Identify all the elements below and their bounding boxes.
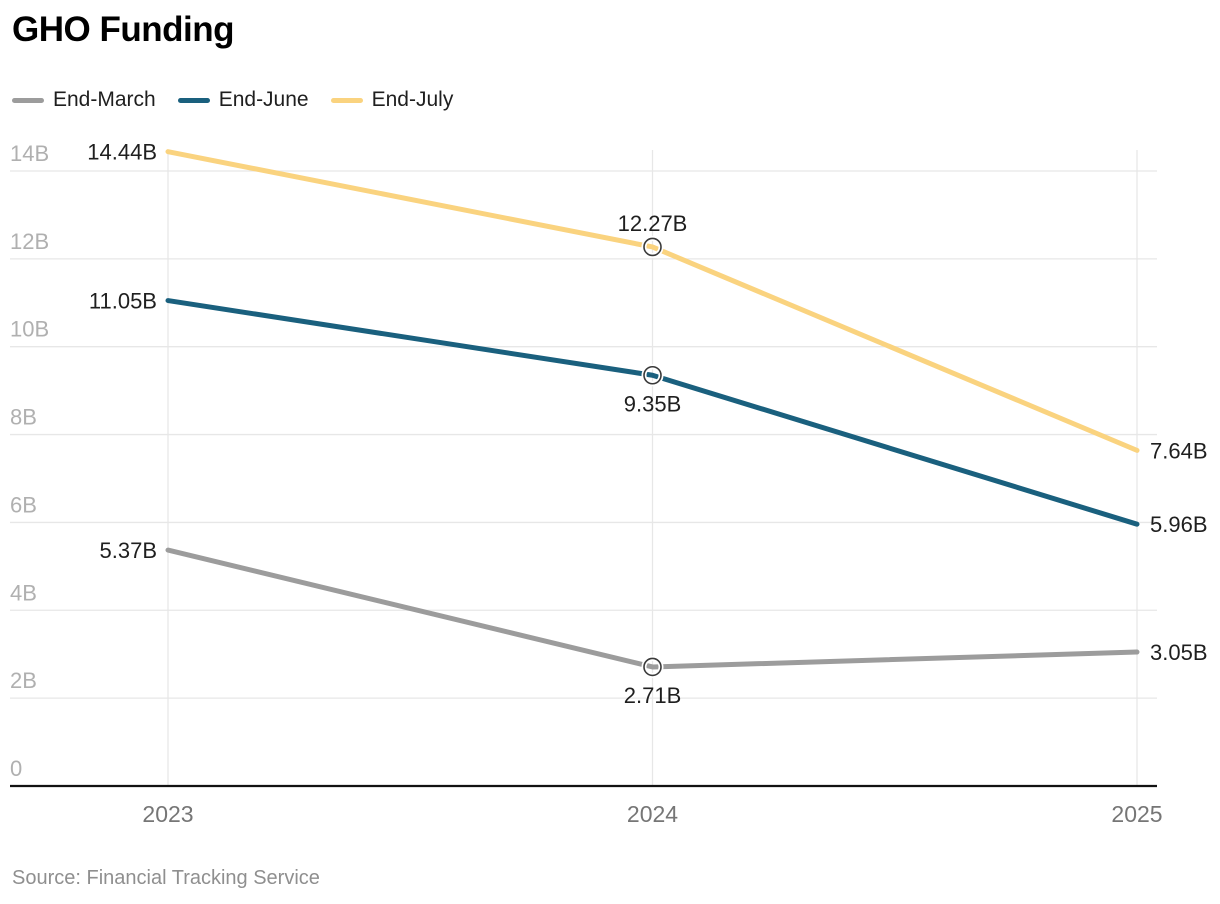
source-note: Source: Financial Tracking Service — [12, 867, 320, 889]
series-line-end-june[interactable] — [165, 298, 1140, 527]
data-point-marker-end-july[interactable] — [643, 237, 662, 257]
x-tick-label: 2025 — [1111, 801, 1162, 827]
legend-swatch-end-march-icon — [12, 97, 44, 103]
legend: End-March End-June End-July — [12, 87, 475, 113]
data-point-label-end-june: 9.35B — [624, 391, 682, 416]
legend-item-end-july[interactable]: End-July — [330, 88, 454, 112]
series-line-end-july[interactable] — [165, 149, 1140, 453]
data-point-label-end-july: 12.27B — [618, 211, 688, 236]
data-point-label-end-march: 2.71B — [624, 683, 682, 708]
y-tick-label: 4B — [10, 580, 37, 605]
legend-item-end-june[interactable]: End-June — [177, 88, 309, 112]
legend-item-end-march[interactable]: End-March — [12, 88, 156, 112]
data-point-label-end-july: 7.64B — [1150, 438, 1208, 463]
page-title: GHO Funding — [12, 10, 234, 49]
data-point-marker-end-march[interactable] — [643, 657, 662, 677]
y-tick-label: 6B — [10, 492, 37, 517]
data-point-label-end-march: 3.05B — [1150, 640, 1208, 665]
legend-label: End-June — [218, 88, 309, 111]
y-tick-label: 8B — [10, 405, 37, 430]
y-tick-label: 0 — [10, 756, 22, 781]
x-tick-label: 2024 — [627, 801, 678, 827]
data-point-label-end-july: 14.44B — [87, 140, 157, 165]
y-tick-label: 2B — [10, 668, 37, 693]
legend-swatch-end-july-icon — [330, 97, 363, 103]
y-tick-label: 14B — [10, 141, 49, 166]
y-tick-label: 10B — [10, 317, 49, 342]
data-point-marker-end-june[interactable] — [643, 365, 662, 385]
data-point-label-end-june: 5.96B — [1150, 512, 1208, 537]
data-point-label-end-march: 5.37B — [100, 538, 158, 563]
legend-swatch-end-june-icon — [177, 97, 210, 103]
x-tick-label: 2023 — [142, 801, 193, 827]
series-line-end-march[interactable] — [165, 547, 1140, 670]
legend-label: End-March — [53, 88, 156, 111]
legend-label: End-July — [371, 88, 454, 111]
y-tick-label: 12B — [10, 229, 49, 254]
data-point-label-end-june: 11.05B — [89, 289, 157, 314]
